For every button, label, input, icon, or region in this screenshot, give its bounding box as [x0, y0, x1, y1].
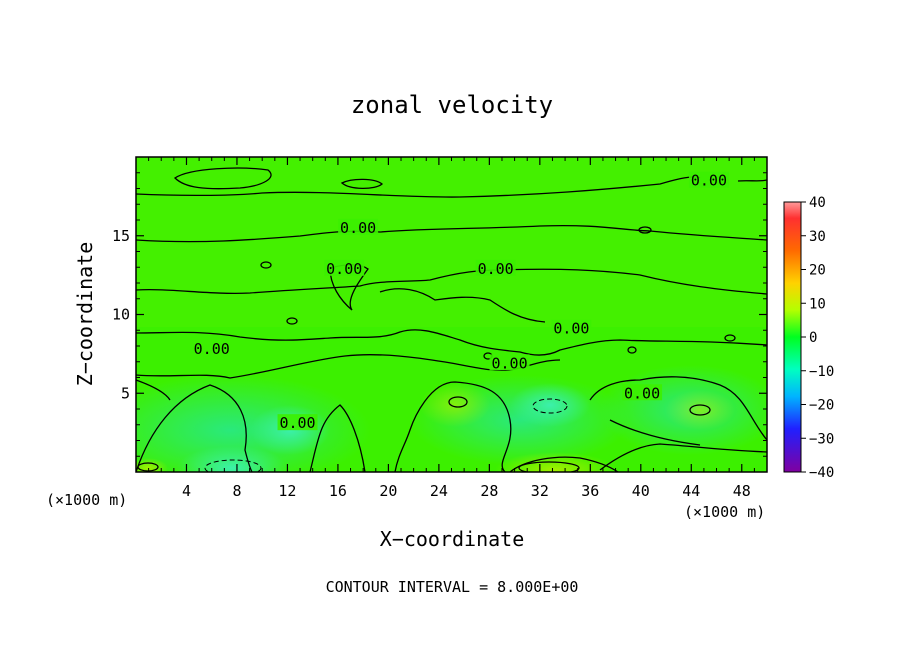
contour-line: [724, 334, 736, 342]
field-region-cyan-1: [177, 446, 287, 472]
x-tick-label: 12: [278, 482, 296, 500]
field-region-lime-3: [665, 390, 735, 430]
colorbar: 40 30 20 10 0 −10 −20 −30 −40: [783, 195, 834, 481]
contour-label-bg: [324, 259, 365, 276]
contour-label: 0.00: [340, 219, 376, 237]
contour-line: [136, 329, 767, 356]
contour-label: 0.00: [478, 260, 514, 278]
contour-labels: 0.00 0.00 0.00 0.00 0.00 0.00 0.00 0.00 0.00: [191, 171, 729, 432]
contour-label-bg: [489, 354, 530, 371]
contour-line: [136, 176, 701, 198]
y-axis: 5 10 15: [112, 172, 767, 457]
contour-line: [448, 396, 468, 408]
contour-label: 0.00: [624, 384, 660, 402]
contour-line: [173, 167, 272, 190]
contour-line: [627, 346, 637, 354]
contour-line: [340, 178, 384, 190]
field-band-upper: [136, 157, 767, 327]
contour-line: [518, 461, 580, 472]
y-tick-label: 15: [112, 227, 130, 245]
contour-line: [599, 443, 767, 471]
y-axis-label: Z−coordinate: [73, 242, 97, 387]
contour-line: [737, 179, 767, 182]
x-axis-label: X−coordinate: [380, 527, 525, 551]
contour-line: [309, 404, 366, 472]
x-tick-label: 24: [430, 482, 448, 500]
y-tick-label: 5: [121, 384, 130, 402]
x-axis: 4 8 12 16 20 24 28 32 36 40 44 48: [148, 157, 755, 500]
contour-line: [589, 376, 767, 441]
contour-line: [609, 419, 701, 446]
field-region-lime-2: [420, 383, 490, 427]
contour-line: [689, 404, 711, 416]
contour-label-bg: [475, 259, 516, 276]
contour-line: [286, 317, 298, 325]
contour-line: [204, 459, 262, 472]
contour-line: [260, 261, 272, 269]
contour-label-bg: [551, 319, 592, 336]
contour-label: 0.00: [553, 320, 589, 338]
x-tick-label: 32: [531, 482, 549, 500]
colorbar-tick-label: −20: [809, 398, 834, 414]
contour-label-bg: [277, 414, 318, 431]
x-tick-label: 40: [632, 482, 650, 500]
contour-line: [136, 224, 767, 243]
contour-line: [136, 268, 767, 295]
x-tick-label: 36: [581, 482, 599, 500]
colorbar-tick-label: 30: [809, 229, 826, 245]
y-tick-label: 10: [112, 306, 130, 324]
x-tick-label: 44: [682, 482, 700, 500]
contour-label: 0.00: [691, 172, 727, 190]
colorbar-tick-label: −30: [809, 431, 834, 447]
colorbar-ticks: 40 30 20 10 0 −10 −20 −30 −40: [801, 195, 834, 481]
contour-line: [638, 226, 652, 234]
contour-line: [379, 288, 546, 323]
contour-label: 0.00: [279, 414, 315, 432]
x-unit-label: (×1000 m): [46, 491, 127, 509]
contour-label-bg: [191, 340, 232, 357]
contour-label-bg: [622, 384, 663, 401]
contour-line: [137, 462, 159, 472]
x-unit-label-right: (×1000 m): [684, 503, 765, 521]
x-tick-label: 20: [379, 482, 397, 500]
field-region-lime-4: [136, 458, 168, 472]
x-tick-label: 28: [480, 482, 498, 500]
chart-title: zonal velocity: [351, 91, 553, 119]
contour-label: 0.00: [194, 340, 230, 358]
colorbar-tick-label: 10: [809, 296, 826, 312]
contour-label-bg: [688, 171, 729, 188]
colorbar-tick-label: −40: [809, 465, 834, 481]
x-tick-label: 48: [733, 482, 751, 500]
colorbar-tick-label: 20: [809, 263, 826, 279]
field-region-cyan-2: [510, 383, 590, 427]
x-tick-label: 8: [232, 482, 241, 500]
colorbar-tick-label: 0: [809, 330, 817, 346]
colorbar-gradient: [783, 201, 802, 473]
contour-line: [394, 381, 512, 472]
contour-label: 0.00: [326, 260, 362, 278]
contour-label: 0.00: [491, 354, 527, 372]
colorbar-tick-label: −10: [809, 364, 834, 380]
contour-line: [532, 398, 568, 414]
x-tick-label: 16: [329, 482, 347, 500]
negative-contours: [204, 398, 568, 472]
x-tick-label: 4: [182, 482, 191, 500]
plot-area: [136, 157, 767, 472]
colorbar-tick-label: 40: [809, 195, 826, 211]
contour-interval-note: CONTOUR INTERVAL = 8.000E+00: [326, 578, 579, 596]
contour-label-bg: [338, 218, 379, 235]
contour-line: [136, 379, 171, 401]
